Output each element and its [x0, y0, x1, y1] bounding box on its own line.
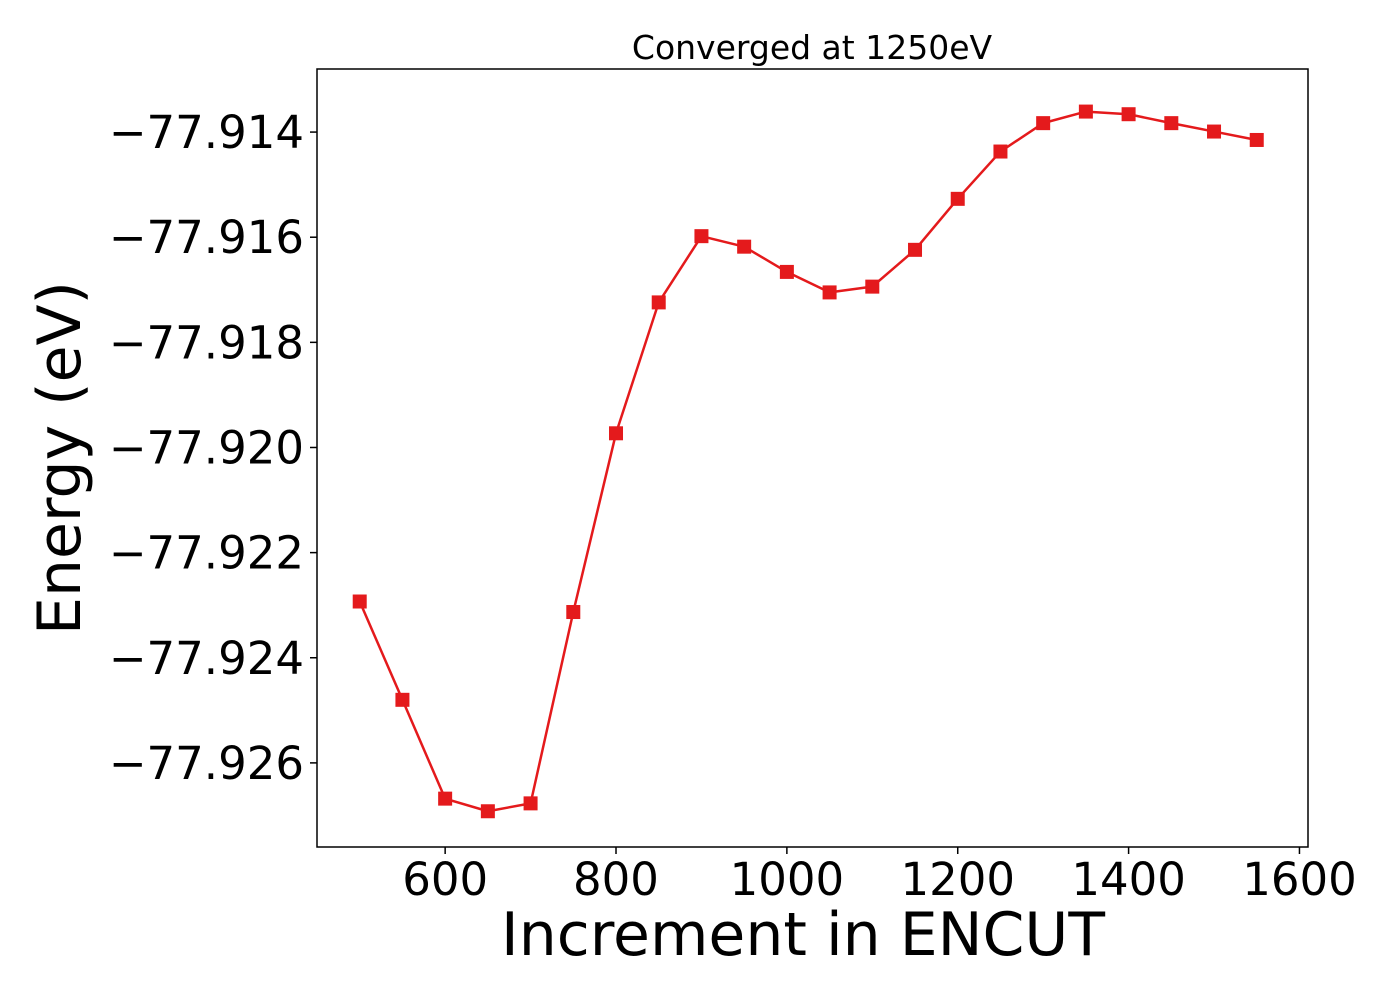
data-point-marker: [1036, 116, 1051, 131]
data-point-marker: [523, 796, 538, 811]
x-tick-label: 800: [573, 853, 659, 906]
data-point-marker: [352, 594, 367, 609]
x-tick-label: 1600: [1242, 853, 1357, 906]
y-axis-ticks: −77.926 −77.924 −77.922 −77.920 −77.918 −77.9…: [109, 106, 317, 790]
data-point-marker: [908, 242, 923, 257]
y-tick-label: −77.916: [109, 211, 304, 264]
data-point-marker: [737, 239, 752, 254]
data-point-marker: [480, 804, 495, 819]
data-point-marker: [779, 264, 794, 279]
y-axis-title: Energy (eV): [25, 281, 95, 635]
data-point-marker: [1164, 116, 1179, 131]
x-tick-label: 1000: [730, 853, 845, 906]
data-point-marker: [395, 692, 410, 707]
y-tick-label: −77.914: [109, 106, 304, 159]
x-axis-ticks: 600 800 1000 1200 1400 1600: [402, 847, 1357, 906]
data-point-marker: [609, 426, 624, 441]
series-line: [358, 110, 1257, 813]
data-point-marker: [822, 285, 837, 300]
data-point-marker: [1121, 107, 1136, 122]
y-tick-label: −77.926: [109, 737, 304, 790]
data-point-marker: [950, 191, 965, 206]
y-tick-label: −77.924: [109, 632, 304, 685]
data-point-marker: [566, 605, 581, 620]
data-point-marker: [651, 295, 666, 310]
data-point-marker: [694, 229, 709, 244]
x-axis-title: Increment in ENCUT: [501, 900, 1105, 970]
plot-frame: [316, 68, 1309, 848]
data-point-marker: [993, 144, 1008, 159]
y-tick-label: −77.918: [109, 316, 304, 369]
data-point-marker: [865, 279, 880, 294]
plot-content: [352, 104, 1264, 819]
y-tick-label: −77.922: [109, 527, 304, 580]
x-tick-label: 1200: [900, 853, 1015, 906]
chart-title: Converged at 1250eV: [632, 28, 993, 67]
x-tick-label: 600: [402, 853, 488, 906]
data-point-marker: [1207, 124, 1222, 139]
data-point-marker: [1249, 132, 1264, 147]
data-point-marker: [438, 791, 453, 806]
y-tick-label: −77.920: [109, 421, 304, 474]
x-tick-label: 1400: [1071, 853, 1186, 906]
data-point-marker: [1078, 104, 1093, 119]
